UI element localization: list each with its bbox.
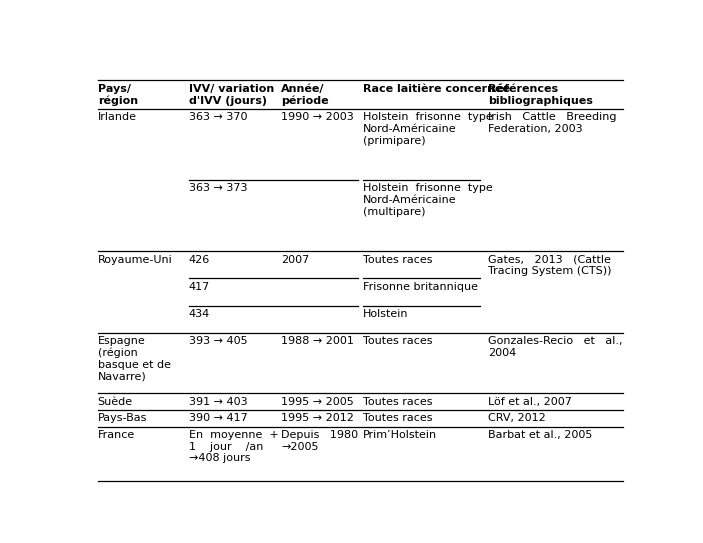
Text: 434: 434 [188, 309, 210, 319]
Text: 391 → 403: 391 → 403 [188, 397, 247, 407]
Text: 390 → 417: 390 → 417 [188, 413, 247, 424]
Text: Toutes races: Toutes races [363, 397, 432, 407]
Text: Irish   Cattle   Breeding
Federation, 2003: Irish Cattle Breeding Federation, 2003 [489, 112, 617, 134]
Text: 426: 426 [188, 255, 210, 264]
Text: 1990 → 2003: 1990 → 2003 [281, 112, 354, 122]
Text: Holstein  frisonne  type
Nord-Américaine
(primipare): Holstein frisonne type Nord-Américaine (… [363, 112, 493, 146]
Text: Barbat et al., 2005: Barbat et al., 2005 [489, 430, 593, 440]
Text: 1995 → 2012: 1995 → 2012 [281, 413, 354, 424]
Text: Toutes races: Toutes races [363, 413, 432, 424]
Text: Année/
période: Année/ période [281, 84, 329, 106]
Text: Royaume-Uni: Royaume-Uni [98, 255, 172, 264]
Text: Prim’Holstein: Prim’Holstein [363, 430, 437, 440]
Text: Gates,   2013   (Cattle
Tracing System (CTS)): Gates, 2013 (Cattle Tracing System (CTS)… [489, 255, 612, 276]
Text: Toutes races: Toutes races [363, 255, 432, 264]
Text: En  moyenne  +
1    jour    /an
→408 jours: En moyenne + 1 jour /an →408 jours [188, 430, 278, 463]
Text: 363 → 370: 363 → 370 [188, 112, 247, 122]
Text: Holstein  frisonne  type
Nord-Américaine
(multipare): Holstein frisonne type Nord-Américaine (… [363, 184, 493, 217]
Text: 417: 417 [188, 282, 210, 292]
Text: Holstein: Holstein [363, 309, 408, 319]
Text: 2007: 2007 [281, 255, 309, 264]
Text: 363 → 373: 363 → 373 [188, 184, 247, 193]
Text: 1995 → 2005: 1995 → 2005 [281, 397, 354, 407]
Text: Löf et al., 2007: Löf et al., 2007 [489, 397, 572, 407]
Text: Gonzales-Recio   et   al.,
2004: Gonzales-Recio et al., 2004 [489, 336, 623, 358]
Text: 393 → 405: 393 → 405 [188, 336, 247, 346]
Text: Depuis   1980
→2005: Depuis 1980 →2005 [281, 430, 359, 452]
Text: Frisonne britannique: Frisonne britannique [363, 282, 478, 292]
Text: 1988 → 2001: 1988 → 2001 [281, 336, 354, 346]
Text: Race laitière concernée: Race laitière concernée [363, 84, 510, 94]
Text: CRV, 2012: CRV, 2012 [489, 413, 546, 424]
Text: Pays-Bas: Pays-Bas [98, 413, 147, 424]
Text: Espagne
(région
basque et de
Navarre): Espagne (région basque et de Navarre) [98, 336, 171, 382]
Text: Suède: Suède [98, 397, 133, 407]
Text: IVV/ variation
d'IVV (jours): IVV/ variation d'IVV (jours) [188, 84, 274, 105]
Text: Irlande: Irlande [98, 112, 136, 122]
Text: France: France [98, 430, 135, 440]
Text: Références
bibliographiques: Références bibliographiques [489, 84, 593, 105]
Text: Pays/
région: Pays/ région [98, 84, 138, 106]
Text: Toutes races: Toutes races [363, 336, 432, 346]
